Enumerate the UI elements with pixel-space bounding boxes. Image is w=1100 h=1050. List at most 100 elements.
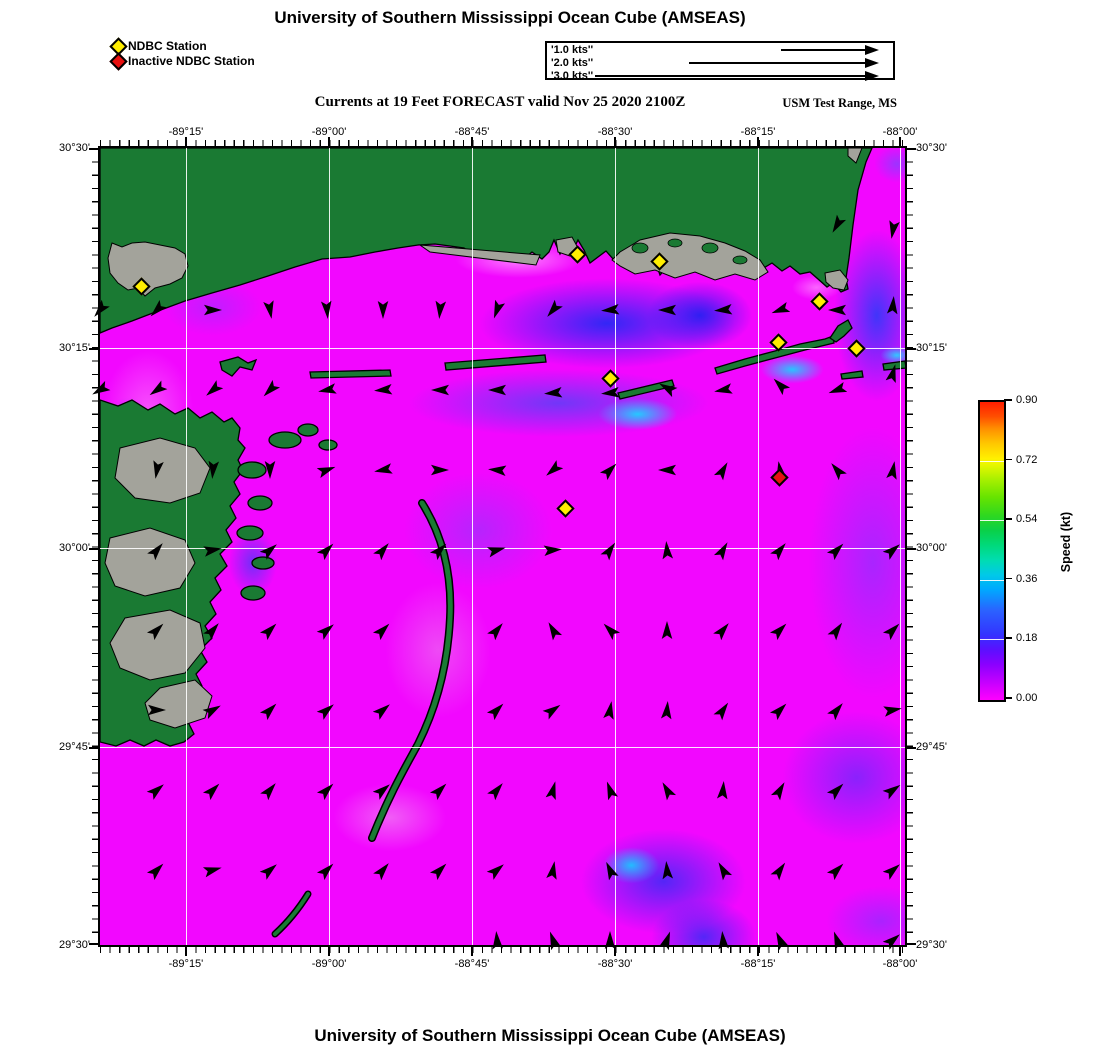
colorbar-tick (1004, 458, 1012, 461)
gridline-parallel (100, 348, 905, 350)
island (444, 354, 547, 371)
coastal-flat (611, 232, 769, 281)
scale-row-label: '2.0 kts'' (551, 57, 594, 69)
island (840, 370, 864, 380)
axis-major-tick (907, 348, 916, 351)
region-label: USM Test Range, MS (782, 96, 897, 110)
islet (297, 423, 319, 437)
islet (701, 242, 719, 254)
scale-row-label: '3.0 kts'' (551, 70, 594, 82)
map-frame (98, 146, 907, 947)
colorbar-separator (980, 520, 1004, 522)
axis-major-tick (89, 348, 98, 351)
marsh-flat (104, 527, 196, 597)
axis-label-lat: 30°30' (916, 142, 947, 154)
page-title: University of Southern Mississippi Ocean… (274, 8, 746, 27)
axis-major-tick (184, 137, 187, 146)
axis-label-lat: 30°30' (59, 142, 90, 154)
scale-arrow-head (865, 71, 879, 81)
coastal-flat (418, 244, 541, 266)
axis-major-tick (328, 137, 331, 146)
islet (240, 585, 266, 601)
axis-major-tick (89, 148, 98, 150)
islet (631, 242, 649, 254)
axis-label-lon: -88°15' (740, 958, 776, 970)
scale-row: '1.0 kts'' (547, 44, 893, 57)
axis-label-lat: 30°15' (916, 342, 947, 355)
colorbar-tick-label: 0.90 (1016, 394, 1038, 406)
colorbar-tick (1004, 697, 1012, 699)
current-vector (431, 464, 449, 476)
scale-arrow-head (865, 58, 879, 68)
colorbar-axis-label: Speed (kt) (1059, 511, 1073, 573)
colorbar-tick-label: 0.18 (1016, 632, 1038, 645)
axis-major-tick (907, 148, 916, 150)
axis-label-lon: -89°00' (311, 126, 347, 138)
scale-arrow-line (595, 75, 865, 77)
scale-row: '3.0 kts'' (547, 70, 893, 83)
speed-colorbar (978, 400, 1006, 702)
colorbar-tick (1004, 577, 1012, 580)
map-area (89, 137, 916, 956)
axis-major-tick (470, 947, 473, 956)
colorbar-separator (980, 460, 1004, 462)
axis-label-lon: -89°15' (168, 126, 204, 138)
colorbar-tick-label: 0.00 (1016, 692, 1038, 704)
scale-row: '2.0 kts'' (547, 57, 893, 70)
colorbar-separator (980, 579, 1004, 581)
axis-minor-ticks-right (907, 148, 913, 945)
colorbar-tick (1004, 637, 1012, 639)
axis-minor-ticks-bottom (100, 947, 905, 953)
islet (268, 431, 302, 449)
island (309, 369, 392, 379)
axis-major-tick (907, 548, 916, 551)
axis-label-lat: 30°00' (916, 542, 947, 555)
axis-major-tick (89, 747, 98, 750)
axis-major-tick (614, 137, 617, 146)
colorbar-tick (1004, 518, 1012, 520)
current-vector (204, 304, 222, 316)
island (617, 379, 675, 400)
chandeleur-islands (369, 500, 453, 841)
inactive-ndbc-station-icon (109, 52, 128, 71)
axis-label-lon: -88°30' (597, 126, 633, 138)
island (882, 360, 905, 371)
axis-label-lon: -88°30' (597, 958, 633, 970)
axis-major-tick (89, 943, 98, 945)
mainland-coast (100, 148, 873, 334)
axis-label-lat: 29°30' (59, 939, 90, 951)
current-vector (148, 704, 166, 716)
axis-major-tick (907, 747, 916, 750)
gridline-meridian (471, 148, 473, 945)
axis-label-lon: -88°00' (882, 958, 918, 970)
legend-label: Inactive NDBC Station (128, 54, 255, 68)
colorbar-tick (1004, 399, 1012, 401)
scale-arrow-line (781, 49, 865, 51)
islet (667, 238, 683, 248)
coastal-flat (847, 148, 863, 164)
axis-label-lon: -88°00' (882, 126, 918, 138)
islet (732, 255, 748, 265)
gridline-meridian (900, 148, 901, 945)
axis-major-tick (470, 137, 473, 146)
land-layer (100, 148, 905, 938)
gridline-meridian (615, 148, 617, 945)
axis-label-lat: 30°15' (59, 342, 90, 355)
axis-major-tick (184, 947, 187, 956)
axis-major-tick (899, 947, 901, 956)
footer-title: University of Southern Mississippi Ocean… (314, 1026, 786, 1045)
marsh-flat (144, 679, 213, 729)
islet (318, 439, 338, 451)
axis-minor-ticks-left (92, 148, 98, 945)
islet (247, 495, 273, 511)
colorbar-separator (980, 639, 1004, 641)
islet (237, 461, 267, 479)
gridline-meridian (758, 148, 759, 945)
axis-label-lat: 29°30' (916, 939, 947, 951)
marsh-flat (109, 609, 206, 681)
axis-major-tick (328, 947, 331, 956)
coastal-flat (107, 241, 189, 297)
axis-major-tick (757, 137, 759, 146)
axis-label-lon: -89°00' (311, 958, 347, 970)
